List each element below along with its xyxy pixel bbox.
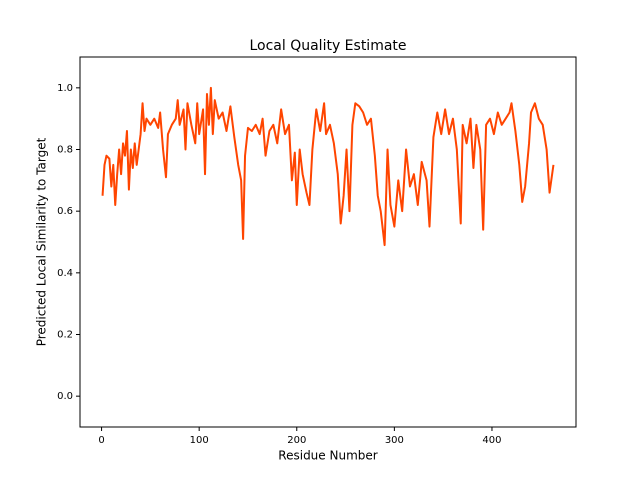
y-tick-label: 0.2 — [57, 330, 73, 341]
y-tick-label: 0.8 — [57, 145, 73, 156]
y-axis-label: Predicted Local Similarity to Target — [35, 137, 49, 346]
y-tick-label: 1.0 — [57, 83, 73, 94]
x-tick-label: 0 — [98, 435, 104, 446]
plot-frame — [79, 56, 577, 428]
y-tick-label: 0.6 — [57, 206, 73, 217]
x-tick-label: 200 — [287, 435, 306, 446]
plot-area — [101, 86, 555, 247]
x-tick-label: 100 — [190, 435, 209, 446]
y-tick-label: 0.4 — [57, 268, 73, 279]
x-axis-label: Residue Number — [278, 449, 377, 463]
line-series — [101, 86, 555, 247]
x-tick-label: 300 — [385, 435, 404, 446]
y-tick-label: 0.0 — [57, 391, 73, 402]
x-tick-label: 400 — [482, 435, 501, 446]
chart-title: Local Quality Estimate — [249, 38, 406, 54]
